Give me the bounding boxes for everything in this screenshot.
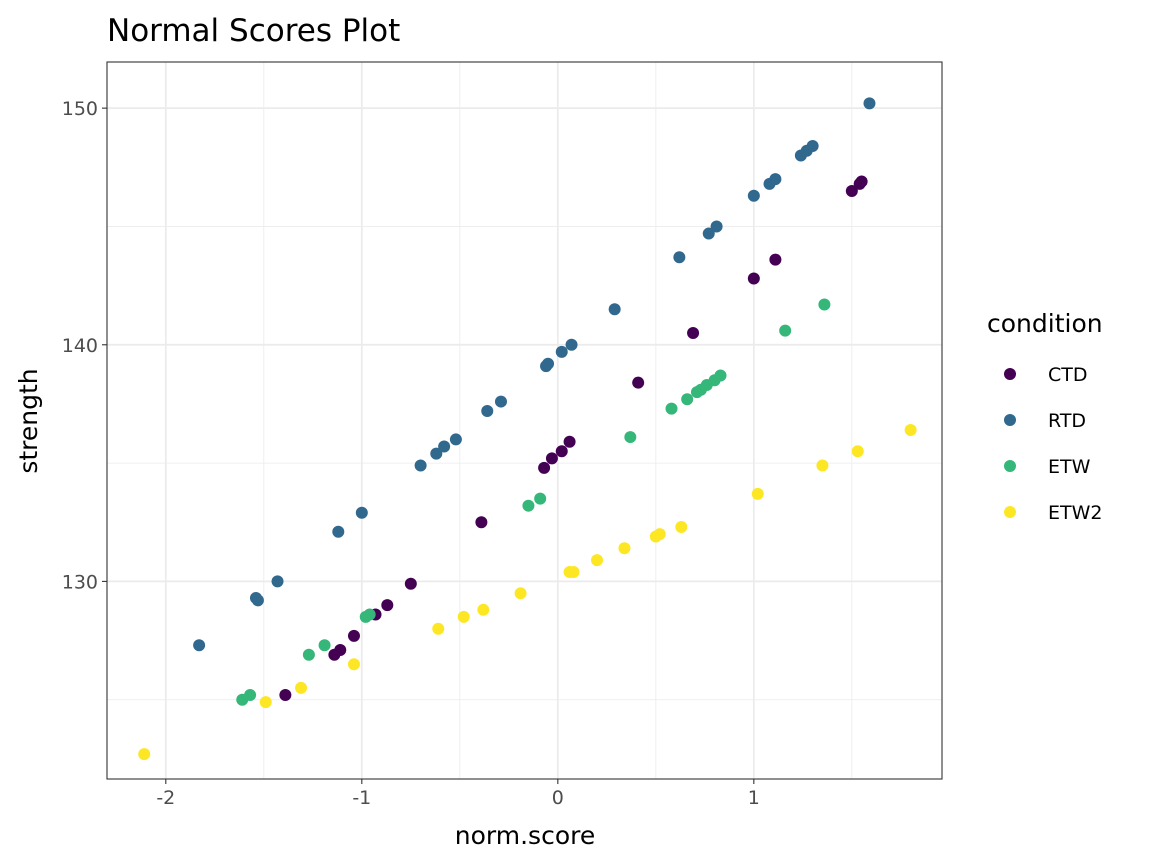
- point-etw: [714, 369, 727, 382]
- point-etw2: [904, 423, 917, 436]
- point-etw2: [653, 528, 666, 541]
- point-etw2: [851, 445, 864, 458]
- point-rtd: [449, 433, 462, 446]
- point-etw2: [567, 565, 580, 578]
- point-rtd: [542, 357, 555, 370]
- x-tick-label: -1: [352, 787, 371, 809]
- point-etw: [302, 648, 315, 661]
- legend-title: condition: [987, 309, 1103, 338]
- legend-label-etw: ETW: [1048, 456, 1091, 478]
- panel-background: [107, 62, 942, 779]
- point-rtd: [438, 440, 451, 453]
- point-ctd: [632, 376, 645, 389]
- legend-items: CTD RTD ETW ETW2: [1004, 364, 1103, 524]
- point-rtd: [769, 173, 782, 186]
- point-ctd: [404, 577, 417, 590]
- point-etw2: [347, 658, 360, 671]
- x-tick-label: 1: [748, 787, 760, 809]
- point-etw2: [751, 487, 764, 500]
- point-rtd: [710, 220, 723, 233]
- legend-label-ctd: CTD: [1048, 364, 1088, 386]
- point-etw: [244, 688, 257, 701]
- point-ctd: [475, 516, 488, 529]
- legend: condition CTD RTD ETW ETW2: [987, 309, 1103, 524]
- x-axis: -2 -1 0 1: [156, 779, 760, 809]
- point-rtd: [193, 639, 206, 652]
- point-rtd: [414, 459, 427, 472]
- point-rtd: [355, 506, 368, 519]
- panel-border: [106, 61, 943, 780]
- point-etw2: [618, 542, 631, 555]
- point-ctd: [555, 445, 568, 458]
- point-etw2: [477, 603, 490, 616]
- point-etw: [779, 324, 792, 337]
- point-rtd: [565, 338, 578, 351]
- y-axis-title: strength: [14, 368, 43, 473]
- point-ctd: [855, 175, 868, 188]
- legend-label-etw2: ETW2: [1048, 502, 1103, 524]
- point-etw2: [675, 520, 688, 533]
- point-etw: [681, 393, 694, 406]
- y-axis: 130 140 150: [62, 98, 107, 593]
- point-ctd: [845, 184, 858, 197]
- point-ctd: [545, 452, 558, 465]
- point-etw2: [138, 748, 151, 761]
- point-etw2: [259, 696, 272, 709]
- point-ctd: [538, 461, 551, 474]
- point-rtd: [702, 227, 715, 240]
- chart-title: Normal Scores Plot: [107, 13, 400, 49]
- point-etw: [624, 431, 637, 444]
- point-etw2: [514, 587, 527, 600]
- point-ctd: [279, 688, 292, 701]
- point-etw: [363, 608, 376, 621]
- point-ctd: [381, 599, 394, 612]
- point-etw: [818, 298, 831, 311]
- point-etw2: [816, 459, 829, 472]
- y-tick-label: 140: [62, 335, 98, 357]
- point-rtd: [863, 97, 876, 110]
- x-tick-label: -2: [156, 787, 175, 809]
- point-ctd: [687, 326, 700, 339]
- point-etw: [318, 639, 331, 652]
- point-etw: [665, 402, 678, 415]
- point-rtd: [332, 525, 345, 538]
- point-ctd: [769, 253, 782, 266]
- point-rtd: [806, 140, 819, 153]
- plot-panel: [107, 62, 942, 779]
- point-etw2: [591, 554, 604, 567]
- point-etw2: [457, 610, 470, 623]
- point-rtd: [494, 395, 507, 408]
- point-ctd: [747, 272, 760, 285]
- legend-key-rtd: [1004, 414, 1016, 426]
- point-rtd: [747, 189, 760, 202]
- y-tick-label: 150: [62, 98, 98, 120]
- point-rtd: [673, 251, 686, 264]
- point-ctd: [347, 629, 360, 642]
- point-etw2: [295, 681, 308, 694]
- point-ctd: [334, 644, 347, 657]
- point-etw2: [432, 622, 445, 635]
- point-ctd: [563, 435, 576, 448]
- grid-lines: [107, 62, 942, 779]
- legend-key-etw: [1004, 460, 1016, 472]
- point-rtd: [251, 594, 264, 607]
- point-rtd: [555, 345, 568, 358]
- legend-label-rtd: RTD: [1048, 410, 1086, 432]
- x-axis-title: norm.score: [455, 821, 595, 850]
- point-etw: [534, 492, 547, 505]
- x-tick-label: 0: [552, 787, 564, 809]
- data-points: [138, 97, 917, 761]
- point-rtd: [271, 575, 284, 588]
- legend-key-etw2: [1004, 506, 1016, 518]
- point-etw: [522, 499, 535, 512]
- point-rtd: [430, 447, 443, 460]
- point-rtd: [481, 405, 494, 418]
- point-rtd: [608, 303, 621, 316]
- y-tick-label: 130: [62, 571, 98, 593]
- legend-key-ctd: [1004, 368, 1016, 380]
